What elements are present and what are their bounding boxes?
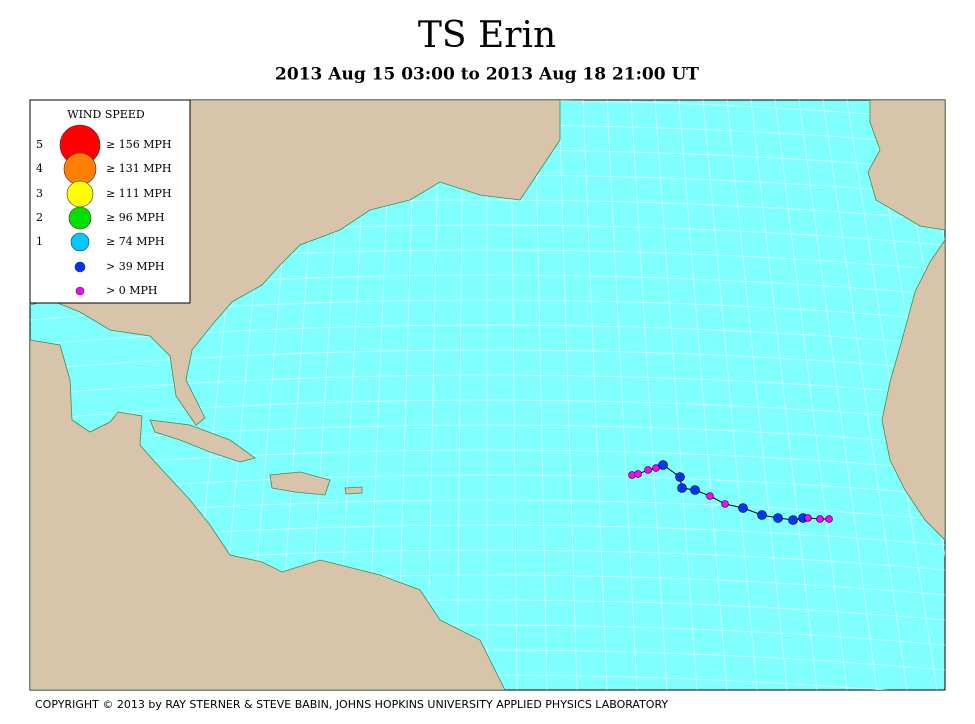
legend-title: WIND SPEED [67, 108, 145, 121]
legend-label: ≥ 96 MPH [106, 211, 164, 224]
meridian [702, 100, 758, 690]
legend-swatch [63, 152, 97, 186]
parallel [30, 449, 945, 471]
map [29, 99, 975, 691]
legend-category: 4 [36, 162, 43, 175]
puerto-rico [344, 486, 363, 495]
track-point [825, 515, 833, 523]
meridian [456, 100, 464, 690]
africa [881, 239, 945, 541]
meridian [630, 100, 668, 690]
legend-swatch [68, 206, 92, 230]
meridian [426, 100, 440, 690]
legend-swatch [70, 232, 90, 252]
parallel [30, 399, 945, 421]
meridian [750, 100, 818, 690]
meridian [798, 100, 878, 690]
meridian [726, 100, 788, 690]
track-point [634, 470, 642, 478]
legend-label: ≥ 156 MPH [106, 138, 171, 151]
track-point [757, 510, 767, 520]
storm-track [628, 460, 833, 525]
legend-swatch [66, 180, 94, 208]
subtitle: 2013 Aug 15 03:00 to 2013 Aug 18 21:00 U… [275, 65, 699, 85]
track-point [644, 466, 652, 474]
track-point [788, 515, 798, 525]
track-point [738, 503, 748, 513]
iberia [867, 100, 945, 231]
meridian [774, 100, 848, 690]
meridian [822, 100, 908, 690]
meridian [654, 100, 698, 690]
legend-category: 1 [36, 235, 43, 248]
meridian [942, 100, 945, 113]
track-point [816, 515, 824, 523]
legend-category: 5 [36, 138, 43, 151]
meridian [558, 100, 578, 690]
parallel [30, 424, 945, 446]
track-point [706, 492, 714, 500]
legend-swatch [75, 286, 85, 296]
track-point [675, 472, 685, 482]
parallel [30, 374, 945, 396]
legend-label: ≥ 74 MPH [106, 235, 164, 248]
legend-category: 2 [36, 211, 43, 224]
legend-label: ≥ 131 MPH [106, 162, 171, 175]
meridian [606, 100, 638, 690]
legend: WIND SPEED 5 ≥ 156 MPH 4 ≥ 131 MPH 3 ≥ 111 MP… [29, 99, 191, 304]
track-point [804, 514, 812, 522]
meridian [582, 100, 608, 690]
legend-label: ≥ 111 MPH [106, 187, 171, 200]
legend-box [29, 99, 191, 304]
legend-category: 3 [36, 187, 43, 200]
cuba [149, 419, 256, 463]
meridian [967, 100, 975, 690]
track-point [721, 500, 729, 508]
legend-label: > 0 MPH [106, 284, 157, 297]
meridian [678, 100, 728, 690]
track-point [658, 460, 668, 470]
parallel [30, 349, 945, 371]
legend-swatch [74, 261, 86, 273]
central-south-america [30, 339, 506, 690]
legend-label: > 39 MPH [106, 260, 164, 273]
meridian [534, 100, 548, 690]
track-point [773, 513, 783, 523]
track-point [677, 483, 687, 493]
track-point [690, 485, 700, 495]
hispaniola [269, 471, 331, 496]
copyright: COPYRIGHT © 2013 by RAY STERNER & STEVE … [35, 698, 668, 711]
track-points [628, 460, 833, 525]
title: TS Erin [418, 15, 556, 56]
